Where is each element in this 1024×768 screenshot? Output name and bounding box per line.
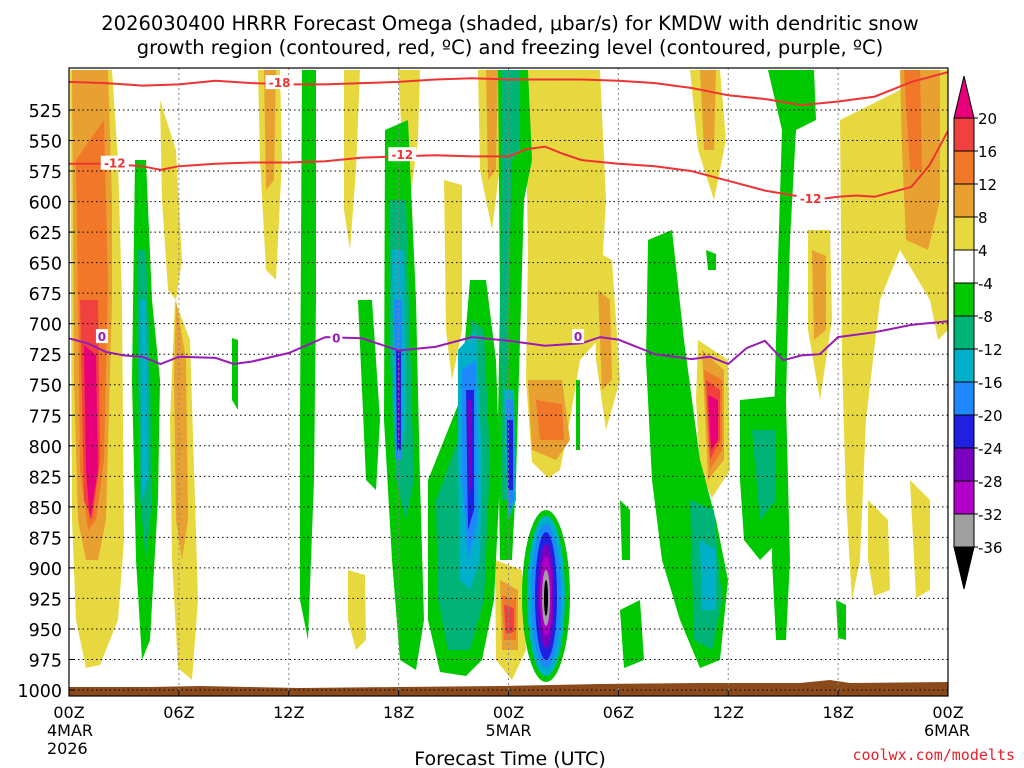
x-tick-label: 00Z	[932, 703, 963, 722]
y-tick-label: 700	[29, 316, 62, 336]
y-axis-pressure: 525 550 575 600 625 650 675 700 725 750 775 800 825 8…	[17, 102, 75, 702]
colorbar-label: -28	[978, 473, 1003, 491]
y-tick-label: 650	[29, 255, 62, 275]
chart-title-line1: 2026030400 HRRR Forecast Omega (shaded, …	[101, 12, 919, 35]
contour-label: 0	[98, 330, 106, 344]
chart-title-line2: growth region (contoured, red, ºC) and f…	[137, 36, 884, 59]
x-tick-label: 18Z	[383, 703, 414, 722]
colorbar-segment	[953, 315, 975, 350]
colorbar-segment	[953, 513, 975, 548]
contour-label-bg	[330, 330, 343, 345]
colorbar-label: -20	[978, 407, 1003, 425]
colorbar: 20 16 12 8 4 -4 -8 -12 -16 -20 -24 -28 -32 -36	[953, 75, 1003, 590]
x-tick-date: 4MAR	[47, 721, 93, 740]
contour-label: -12	[391, 148, 413, 162]
y-tick-label: 1000	[17, 682, 62, 702]
temperature-contours: -18 -12 -12 -12 0 0 0	[69, 71, 948, 366]
colorbar-segment	[953, 447, 975, 482]
colorbar-segment	[953, 282, 975, 317]
x-tick-label: 12Z	[273, 703, 304, 722]
colorbar-segment	[953, 414, 975, 449]
y-tick-label: 550	[29, 133, 62, 153]
colorbar-segment	[953, 216, 975, 251]
colorbar-label: 4	[978, 242, 988, 260]
colorbar-label: -4	[978, 275, 993, 293]
colorbar-arrow-top	[953, 75, 975, 119]
colorbar-label: 8	[978, 209, 988, 227]
contour-label-bg	[572, 329, 585, 344]
y-tick-label: 525	[29, 102, 62, 122]
x-axis-label: Forecast Time (UTC)	[414, 748, 605, 768]
colorbar-segment	[953, 150, 975, 185]
y-tick-label: 575	[29, 163, 62, 183]
x-tick-label: 12Z	[713, 703, 744, 722]
contour-label: -12	[800, 192, 822, 206]
colorbar-arrow-bottom	[953, 546, 975, 590]
credit-text: coolwx.com/modelts	[852, 746, 1015, 764]
x-tick-date: 5MAR	[485, 721, 531, 740]
contour-label-bg	[100, 155, 129, 170]
y-tick-label: 750	[29, 377, 62, 397]
colorbar-label: -12	[978, 341, 1003, 359]
y-tick-label: 675	[29, 285, 62, 305]
y-tick-label: 975	[29, 651, 62, 671]
colorbar-label: 16	[978, 143, 997, 161]
x-tick-date: 6MAR	[924, 721, 970, 740]
y-tick-label: 850	[29, 499, 62, 519]
colorbar-label: -8	[978, 308, 993, 326]
x-tick-label: 18Z	[822, 703, 853, 722]
colorbar-label: 20	[978, 110, 997, 128]
colorbar-label: -16	[978, 374, 1003, 392]
colorbar-segment	[953, 480, 975, 515]
contour-label-bg	[265, 75, 294, 90]
y-tick-label: 600	[29, 194, 62, 214]
y-tick-label: 900	[29, 560, 62, 580]
x-tick-label: 00Z	[493, 703, 524, 722]
colorbar-label: -36	[978, 539, 1003, 557]
y-tick-label: 925	[29, 590, 62, 610]
contour-label-bg	[95, 329, 108, 344]
y-tick-label: 625	[29, 224, 62, 244]
contour-label: 0	[574, 330, 582, 344]
colorbar-segment	[953, 117, 975, 152]
colorbar-label: 12	[978, 176, 997, 194]
y-tick-label: 800	[29, 438, 62, 458]
colorbar-segment	[953, 183, 975, 218]
y-tick-label: 950	[29, 621, 62, 641]
contour-line	[69, 130, 948, 201]
contour-line	[69, 320, 948, 366]
colorbar-segment	[953, 348, 975, 383]
contour-label: -18	[269, 76, 291, 90]
contour-line	[69, 71, 948, 107]
x-tick-label: 06Z	[163, 703, 194, 722]
y-tick-label: 725	[29, 346, 62, 366]
y-tick-label: 825	[29, 468, 62, 488]
x-tick-year: 2026	[47, 739, 88, 758]
y-tick-label: 875	[29, 529, 62, 549]
x-tick-label: 00Z	[53, 703, 84, 722]
colorbar-segment	[953, 249, 975, 284]
y-tick-label: 775	[29, 407, 62, 427]
colorbar-segment	[953, 381, 975, 416]
x-tick-label: 06Z	[603, 703, 634, 722]
contour-label: 0	[332, 331, 340, 345]
contour-label-bg	[796, 191, 825, 206]
colorbar-label: -32	[978, 506, 1003, 524]
contour-label: -12	[104, 157, 126, 171]
contour-label-bg	[388, 147, 417, 162]
colorbar-label: -24	[978, 440, 1003, 458]
